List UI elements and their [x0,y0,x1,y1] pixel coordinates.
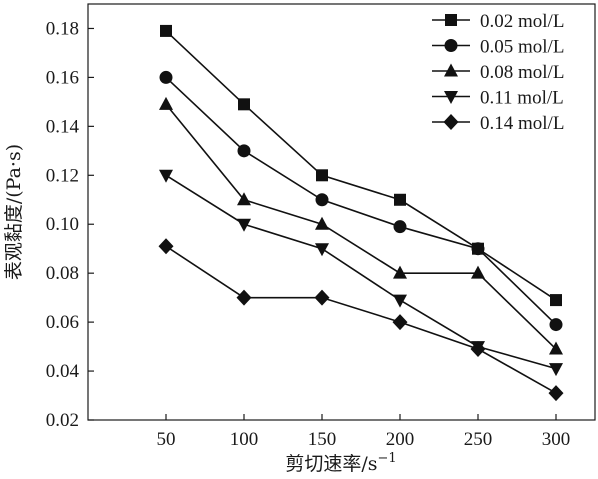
data-point [393,314,408,330]
y-tick-label: 0.14 [46,116,80,137]
legend-label: 0.05 mol/L [480,37,564,58]
y-tick-label: 0.02 [46,410,79,431]
legend-marker [445,14,457,26]
legend-marker [444,91,458,104]
data-point [471,266,485,279]
legend-marker [444,114,459,130]
legend-label: 0.14 mol/L [480,113,564,134]
data-point [394,220,407,233]
data-point [159,170,173,183]
data-point [394,194,406,206]
x-axis-title-superscript: −1 [377,451,396,466]
data-point [238,144,251,157]
data-point [237,290,252,306]
y-axis-title: 表观黏度/(Pa·s) [3,144,25,280]
legend-label: 0.08 mol/L [480,62,564,83]
series-diamond [159,238,564,401]
data-point [393,295,407,308]
legend-item: 0.05 mol/L [432,37,564,58]
data-point [550,318,563,331]
y-tick-label: 0.04 [46,361,80,382]
data-point [550,294,562,306]
series-triangle-up [159,97,563,355]
x-tick-label: 300 [542,429,571,450]
y-tick-label: 0.08 [46,263,79,284]
legend-item: 0.11 mol/L [432,88,564,109]
data-point [160,71,173,84]
data-point [315,243,329,256]
x-axis-title: 剪切速率/s−1 [285,451,396,475]
series-circle [160,71,563,331]
y-tick-label: 0.16 [46,67,79,88]
legend: 0.02 mol/L 0.05 mol/L 0.08 mol/L 0.11 mol/L… [432,11,564,134]
x-tick-label: 50 [157,429,176,450]
axis-ticks: 0.02 0.04 0.06 0.08 0.10 0.12 0.14 0.16 0.18 50 10… [46,18,571,450]
x-axis-title-text: 剪切速率/s [285,453,377,475]
data-point [160,25,172,37]
data-point [315,290,330,306]
legend-marker [445,39,458,52]
data-point [316,169,328,181]
x-tick-label: 250 [464,429,493,450]
y-tick-label: 0.06 [46,312,79,333]
legend-item: 0.08 mol/L [432,62,564,83]
legend-label: 0.02 mol/L [480,11,564,32]
data-point [393,266,407,279]
data-point [159,238,174,254]
legend-label: 0.11 mol/L [480,88,564,109]
data-point [549,385,564,401]
y-tick-label: 0.12 [46,165,79,186]
y-tick-label: 0.10 [46,214,79,235]
data-point [549,363,563,376]
y-tick-label: 0.18 [46,18,79,39]
series-line [166,175,556,368]
data-point [316,193,329,206]
x-tick-label: 200 [386,429,415,450]
x-tick-label: 150 [308,429,337,450]
data-point [159,97,173,110]
legend-marker [444,64,458,77]
legend-item: 0.14 mol/L [432,113,564,134]
x-tick-label: 100 [230,429,259,450]
data-point [472,242,485,255]
legend-item: 0.02 mol/L [432,11,564,32]
data-point [238,98,250,110]
series-line [166,104,556,349]
